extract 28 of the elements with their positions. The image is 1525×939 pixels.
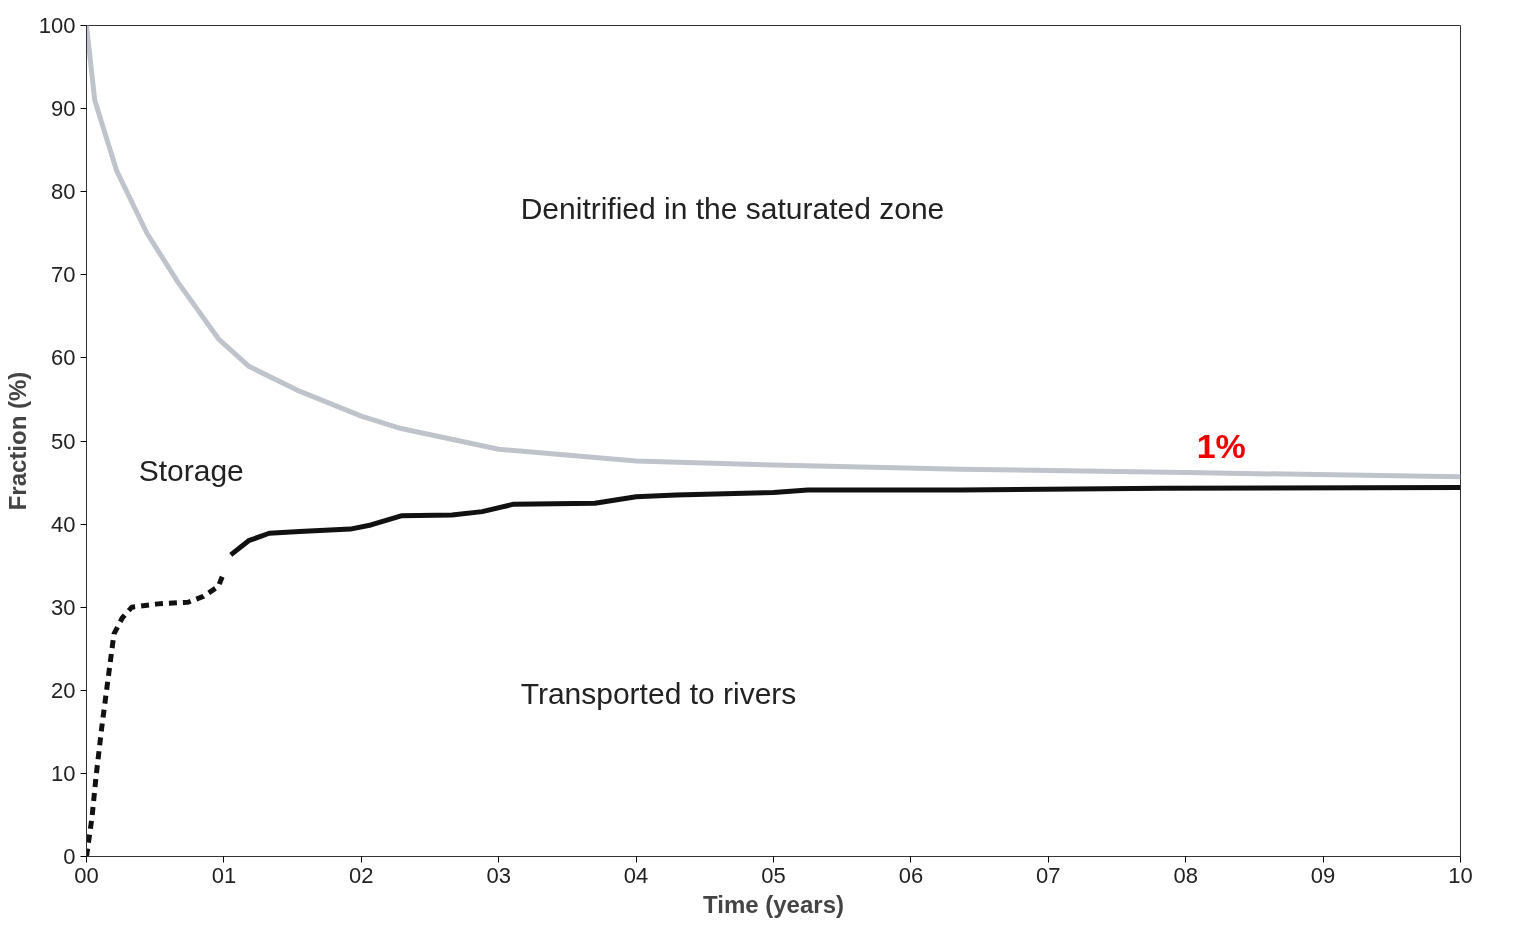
y-tick-label: 20 [51,677,76,703]
annotation: Denitrified in the saturated zone [520,191,945,225]
x-tick-label: 02 [349,862,374,888]
x-tick-label: 04 [623,862,649,888]
x-tick-label: 06 [898,862,924,888]
x-tick-label: 08 [1173,862,1198,888]
x-tick-label: 05 [761,862,786,888]
annotation: Storage [138,453,244,487]
y-tick-label: 10 [51,760,76,786]
y-tick-label: 0 [63,844,76,869]
y-tick-label: 100 [38,13,76,38]
x-tick-label: 07 [1036,862,1061,888]
x-tick-label: 10 [1448,862,1473,888]
x-tick-label: 00 [74,862,99,888]
annotation: 1% [1196,426,1246,465]
y-tick-label: 60 [51,345,76,371]
x-tick-label: 09 [1310,862,1336,888]
y-tick-label: 80 [51,179,76,205]
y-tick-label: 50 [51,428,76,454]
annotation: Transported to rivers [520,677,797,711]
x-tick-label: 03 [486,862,511,888]
y-tick-label: 30 [51,594,76,620]
y-tick-label: 40 [51,511,76,537]
y-axis-title: Fraction (%) [3,371,31,511]
x-tick-label: 01 [211,862,237,888]
y-tick-label: 70 [51,262,76,288]
y-tick-label: 90 [51,96,76,122]
x-axis-title: Time (years) [703,890,844,918]
